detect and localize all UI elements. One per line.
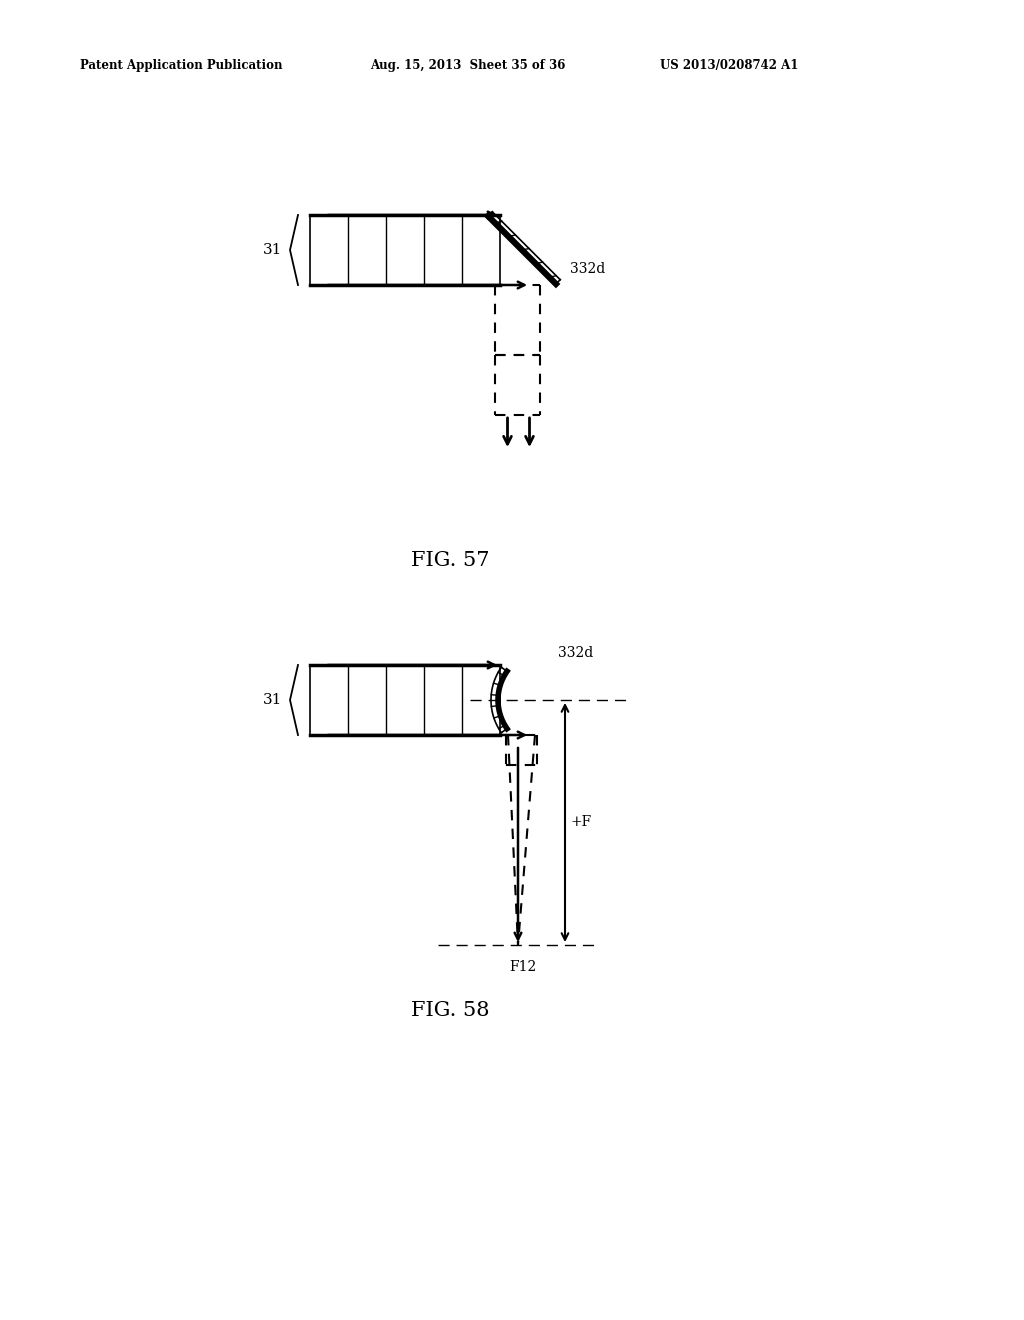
Text: FIG. 58: FIG. 58	[411, 1001, 489, 1019]
Text: +F: +F	[571, 816, 592, 829]
Text: US 2013/0208742 A1: US 2013/0208742 A1	[660, 58, 799, 71]
Text: FIG. 57: FIG. 57	[411, 550, 489, 569]
Text: 332d: 332d	[558, 645, 593, 660]
Text: 31: 31	[262, 693, 282, 708]
Text: 31: 31	[262, 243, 282, 257]
Text: Aug. 15, 2013  Sheet 35 of 36: Aug. 15, 2013 Sheet 35 of 36	[370, 58, 565, 71]
Text: F12: F12	[509, 960, 537, 974]
Text: Patent Application Publication: Patent Application Publication	[80, 58, 283, 71]
Text: 332d: 332d	[570, 261, 605, 276]
